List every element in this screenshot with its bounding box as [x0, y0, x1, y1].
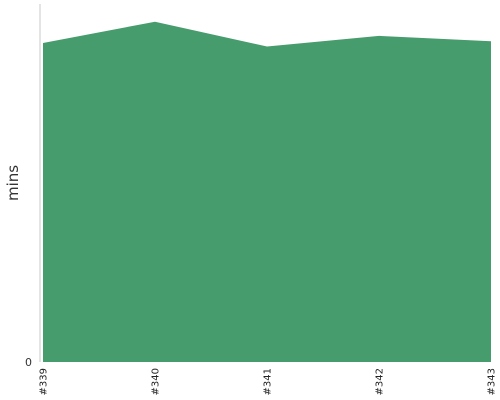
y-tick-label-0: 0: [25, 356, 32, 369]
x-tick-label-341: #341: [263, 368, 274, 395]
x-tick-label-343: #343: [487, 368, 498, 395]
x-tick-label-339: #339: [39, 368, 50, 395]
area-series: [43, 21, 491, 362]
area-fill: [43, 21, 491, 362]
x-axis-ticks: #339 #340 #341 #342 #343: [39, 368, 498, 395]
x-tick-label-340: #340: [151, 368, 162, 395]
y-axis-label: mins: [4, 165, 22, 201]
x-tick-label-342: #342: [375, 368, 386, 395]
